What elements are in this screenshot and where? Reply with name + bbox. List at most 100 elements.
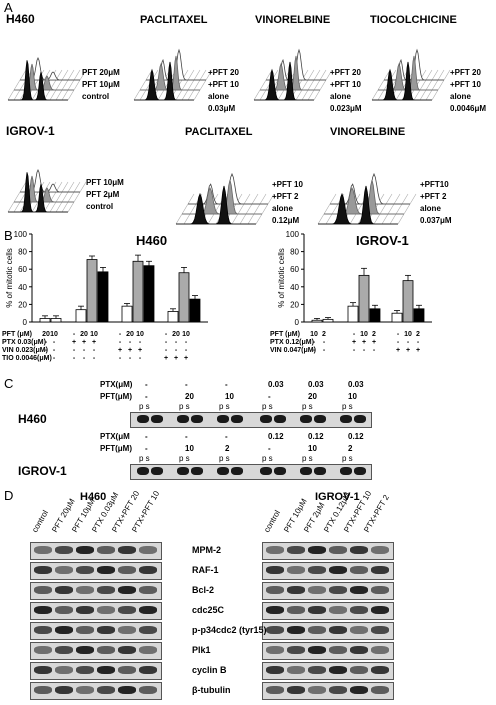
b-igrov-ytick-label: 60: [290, 265, 299, 274]
d-h460-band: [55, 606, 73, 614]
b-h460-bar: [39, 318, 51, 323]
b-igrov-bar: [347, 305, 359, 323]
a-h460-ctrl-grid: [43, 69, 51, 81]
b-h460-bar: [178, 272, 190, 323]
b-h460-row-cell: -: [175, 339, 178, 346]
a-h460-vin-grid: [277, 89, 285, 101]
b-igrov-row-label: PFT (μM): [270, 331, 300, 338]
c-h460-ps-label: p s: [262, 402, 273, 411]
d-h460-band: [55, 626, 73, 634]
b-igrov-row-cell: 2: [322, 331, 326, 338]
a-h460-vin-grid: [325, 69, 333, 81]
d-h460-band: [97, 566, 115, 574]
d-igrov-band: [266, 566, 284, 574]
a-h460-vin-grid: [259, 89, 267, 101]
c-igrov-ptx-value: -: [225, 432, 228, 441]
b-h460-bar: [75, 309, 87, 323]
b-igrov-row-cell: +: [362, 339, 366, 346]
a-igrov-drug-2-title: VINORELBINE: [330, 126, 406, 138]
a-h460-tio-grid: [431, 89, 439, 101]
a-h460-tio-grid: [431, 69, 439, 81]
d-igrov-band: [371, 566, 389, 574]
b-h460-row-cell: -: [129, 339, 132, 346]
a-h460-vin-grid: [307, 89, 315, 101]
a-h460-drug-3-title: TIOCOLCHICINE: [370, 14, 457, 26]
b-h460-row-cell: -: [45, 347, 48, 354]
c-h460-ptx-value: -: [145, 380, 148, 389]
a-igrov-ctrl-grid: [13, 201, 21, 213]
c-igrov-band: [191, 467, 203, 475]
c-h460-band: [300, 415, 312, 423]
a-igrov-ctrl-grid: [67, 201, 75, 213]
a-igrov-ptx-grid: [267, 193, 275, 205]
b-h460-row-cell: +: [138, 347, 142, 354]
b-h460-row-cell: -: [119, 339, 122, 346]
a-h460-vin-grid: [301, 89, 309, 101]
b-h460-ylabel: % of mitotic cells: [5, 248, 14, 308]
a-h460-vin-grid: [253, 89, 261, 101]
b-h460-row-cell: 10: [90, 331, 98, 338]
a-igrov-ctrl-grid: [49, 201, 57, 213]
d-h460-band: [76, 646, 94, 654]
b-h460-row-cell: -: [185, 347, 188, 354]
b-igrov-row-cell: 2: [416, 331, 420, 338]
a-h460-legend-3: control: [82, 92, 110, 101]
d-protein-label: cdc25C: [192, 605, 225, 615]
a-h460-tio-grid: [377, 79, 385, 91]
d-igrov-band: [308, 566, 326, 574]
c-h460-pft-value: -: [268, 392, 271, 401]
a-igrov-ctrl-grid: [67, 181, 75, 193]
b-h460-ytick-label: 20: [18, 300, 27, 309]
c-h460-pft-value: 10: [348, 392, 357, 401]
d-h460-band: [118, 666, 136, 674]
b-h460-ytick-label: 0: [23, 318, 28, 327]
a-h460-ptx-grid: [193, 79, 201, 91]
b-h460-row-cell: 20: [126, 331, 134, 338]
d-h460-band: [76, 566, 94, 574]
b-h460-row-cell: +: [184, 355, 188, 362]
d-igrov-band: [287, 626, 305, 634]
a-h460-ctrl-grid: [19, 69, 27, 81]
a-h460-vin-grid: [319, 79, 327, 91]
a-igrov-ptx-grid: [207, 213, 215, 225]
b-h460-row-cell: -: [53, 347, 56, 354]
a-igrov-ptx-grid: [239, 213, 247, 225]
a-h460-tio-grid: [419, 79, 427, 91]
d-h460-band: [139, 606, 157, 614]
a-igrov-ctrl-grid: [61, 181, 69, 193]
a-igrov-legend-2: PFT 2μM: [86, 190, 120, 199]
a-h460-ctrl-grid: [13, 89, 21, 101]
a-h460-ptx-grid: [199, 69, 207, 81]
d-protein-label: MPM-2: [192, 545, 221, 555]
a-igrov-ptx-grid: [245, 203, 253, 215]
b-igrov-row-cell: -: [407, 339, 410, 346]
b-h460-row-cell: 20: [172, 331, 180, 338]
d-igrov-band: [371, 626, 389, 634]
a-h460-d3-l1: +PFT 20: [450, 68, 481, 77]
d-igrov-band: [350, 546, 368, 554]
d-igrov-band: [371, 646, 389, 654]
b-h460-row-cell: 20: [80, 331, 88, 338]
b-igrov-row-cell: +: [352, 339, 356, 346]
a-igrov-ctrl-grid: [55, 191, 63, 203]
a-igrov-ctrl-grid: [61, 191, 69, 203]
c-h460-ptx-value: -: [225, 380, 228, 389]
d-h460-band: [34, 666, 52, 674]
a-igrov-vin-grid: [381, 213, 389, 225]
a-igrov-vin-grid: [387, 203, 395, 215]
d-igrov-band: [350, 666, 368, 674]
c-igrov-band: [217, 467, 229, 475]
a-h460-d1-l1: +PFT 20: [208, 68, 239, 77]
a-h460-ptx-grid: [193, 69, 201, 81]
c-h460-pft-value: 20: [185, 392, 194, 401]
b-igrov-row-cell: -: [353, 347, 356, 354]
c-h460-ps-label: p s: [179, 402, 190, 411]
d-protein-label: Plk1: [192, 645, 211, 655]
c-h460-band: [177, 415, 189, 423]
a-h460-d3-l3: alone: [450, 92, 471, 101]
c-h460-ptx-value: 0.03: [308, 380, 324, 389]
panel-b-letter: B: [4, 228, 13, 243]
c-igrov-ps-label: p s: [262, 454, 273, 463]
a-h460-vin-grid: [301, 79, 309, 91]
b-h460-bar: [50, 318, 62, 323]
